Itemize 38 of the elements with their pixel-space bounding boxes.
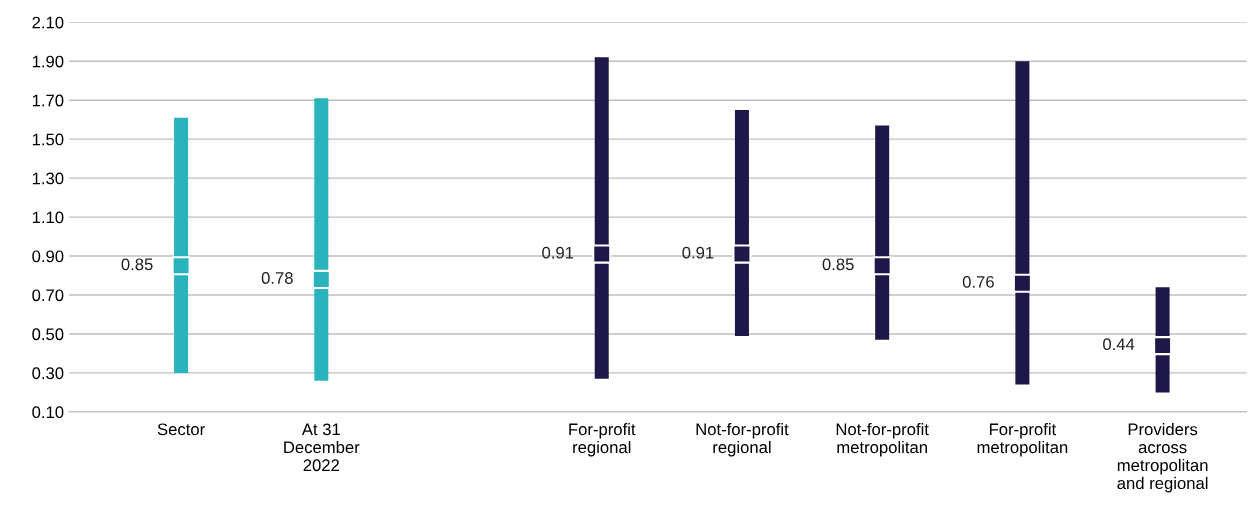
point bbox=[592, 244, 612, 264]
point bbox=[872, 256, 892, 276]
point bbox=[1153, 336, 1173, 356]
x-tick-label: At 31 December 2022 bbox=[284, 423, 360, 472]
point bbox=[732, 244, 752, 264]
point bbox=[1012, 273, 1032, 293]
bar bbox=[314, 98, 329, 381]
y-tick-label: 1.70 bbox=[32, 94, 64, 107]
x-tick-label: Providers across metropolitan and regional bbox=[1117, 423, 1208, 493]
point bbox=[311, 269, 331, 289]
bar bbox=[1015, 61, 1030, 385]
bar bbox=[174, 117, 189, 373]
data-label: 0.91 bbox=[682, 246, 714, 259]
data-label: 0.85 bbox=[121, 258, 153, 271]
data-label: 0.78 bbox=[261, 272, 293, 284]
y-tick-label: 0.70 bbox=[32, 289, 64, 302]
x-tick-label: Not-for-profit metropolitan bbox=[836, 423, 929, 457]
y-tick-label: 0.10 bbox=[32, 406, 64, 419]
data-label: 0.85 bbox=[822, 258, 854, 271]
x-tick-label: For-profit regional bbox=[569, 423, 636, 457]
y-tick-label: 1.10 bbox=[32, 211, 64, 224]
bar bbox=[734, 109, 749, 336]
y-tick-label: 0.30 bbox=[32, 367, 64, 380]
data-label: 0.44 bbox=[1103, 338, 1135, 351]
data-label: 0.91 bbox=[542, 246, 574, 259]
y-tick-label: 1.50 bbox=[32, 133, 64, 146]
x-tick-label: Sector bbox=[157, 423, 205, 436]
data-label: 0.76 bbox=[962, 275, 994, 288]
y-tick-label: 1.30 bbox=[32, 172, 64, 185]
x-tick-label: Not-for-profit regional bbox=[696, 423, 789, 457]
x-tick-label: For-profit metropolitan bbox=[977, 423, 1068, 457]
y-tick-label: 0.50 bbox=[32, 328, 64, 341]
point bbox=[171, 256, 191, 276]
bar bbox=[875, 125, 890, 340]
y-tick-label: 1.90 bbox=[32, 55, 64, 68]
y-tick-label: 0.90 bbox=[32, 250, 64, 263]
y-tick-label: 2.10 bbox=[32, 16, 64, 29]
bar bbox=[594, 57, 609, 379]
